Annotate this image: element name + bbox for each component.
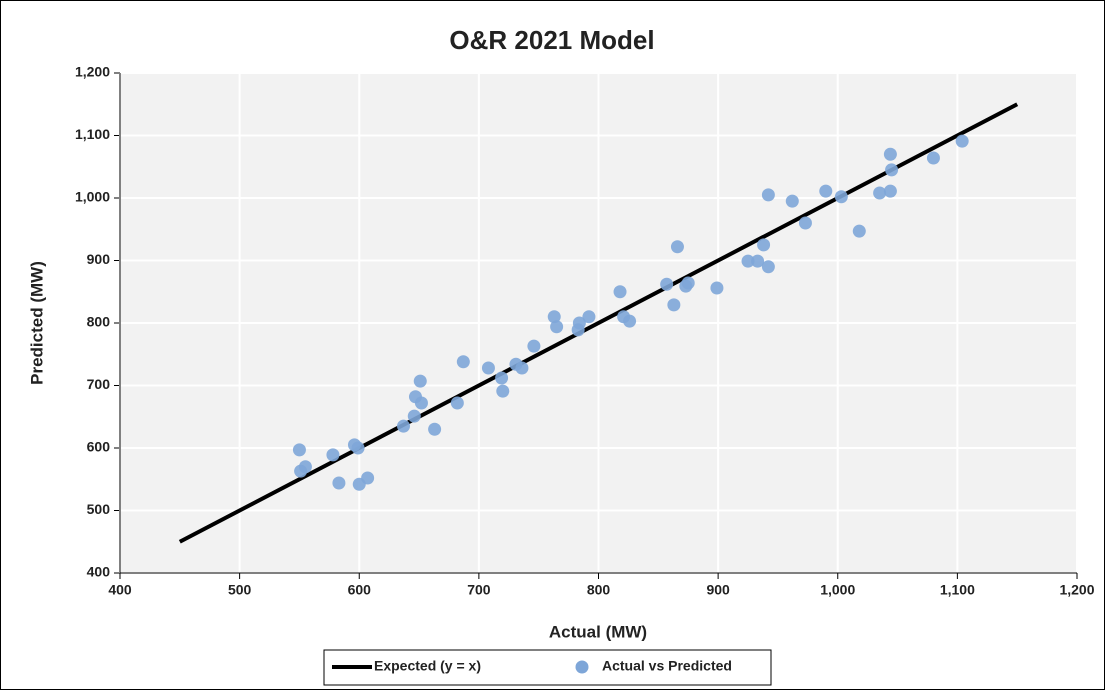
scatter-point [414, 396, 428, 410]
x-tick-label: 500 [228, 582, 252, 598]
scatter-point [496, 384, 510, 398]
y-axis-label: Predicted (MW) [27, 261, 46, 385]
x-tick-label: 1,000 [820, 582, 855, 598]
x-tick-label: 900 [706, 582, 730, 598]
scatter-point [667, 298, 681, 312]
y-tick-label: 600 [87, 439, 111, 455]
scatter-point [481, 361, 495, 375]
x-tick-label: 700 [467, 582, 491, 598]
x-tick-label: 400 [108, 582, 132, 598]
y-tick-label: 900 [87, 251, 111, 267]
scatter-point [527, 339, 541, 353]
y-tick-label: 1,100 [75, 126, 110, 142]
scatter-point [450, 396, 464, 410]
scatter-point [397, 419, 411, 433]
scatter-point [623, 314, 637, 328]
scatter-point [757, 238, 771, 252]
scatter-point [550, 320, 564, 334]
scatter-point [681, 276, 695, 290]
scatter-point [819, 184, 833, 198]
scatter-point [495, 371, 509, 385]
legend-marker [575, 660, 589, 674]
scatter-point [710, 281, 724, 295]
scatter-point [292, 443, 306, 457]
y-tick-label: 700 [87, 376, 111, 392]
scatter-point [456, 355, 470, 369]
x-tick-label: 1,200 [1059, 582, 1094, 598]
scatter-point [852, 224, 866, 238]
x-tick-label: 600 [348, 582, 372, 598]
scatter-point [298, 460, 312, 474]
legend-label: Actual vs Predicted [602, 658, 732, 674]
scatter-point [660, 277, 674, 291]
scatter-point [407, 409, 421, 423]
scatter-point [571, 323, 585, 337]
scatter-point [741, 254, 755, 268]
x-tick-label: 1,100 [940, 582, 975, 598]
scatter-point [926, 151, 940, 165]
scatter-point [798, 216, 812, 230]
scatter-point [582, 310, 596, 324]
scatter-point [834, 190, 848, 204]
scatter-point [751, 254, 765, 268]
expected-line [178, 102, 1019, 544]
y-tick-label: 400 [87, 564, 111, 580]
scatter-point [883, 184, 897, 198]
scatter-point [351, 441, 365, 455]
scatter-point [332, 476, 346, 490]
scatter-point [613, 285, 627, 299]
y-tick-label: 1,200 [75, 64, 110, 80]
scatter-point [670, 240, 684, 254]
scatter-point [785, 194, 799, 208]
scatter-point [761, 188, 775, 202]
scatter-point [547, 310, 561, 324]
scatter-point [361, 471, 375, 485]
scatter-point [428, 422, 442, 436]
scatter-point [413, 374, 427, 388]
scatter-point [885, 163, 899, 177]
scatter-point [761, 260, 775, 274]
scatter-point [326, 448, 340, 462]
x-tick-label: 800 [587, 582, 611, 598]
scatter-point [955, 134, 969, 148]
legend-label: Expected (y = x) [374, 658, 481, 674]
scatter-point [883, 147, 897, 161]
y-tick-label: 800 [87, 314, 111, 330]
x-axis-label: Actual (MW) [549, 622, 647, 641]
chart-title: O&R 2021 Model [449, 25, 654, 55]
y-tick-label: 500 [87, 501, 111, 517]
y-tick-label: 1,000 [75, 189, 110, 205]
legend-box [323, 649, 772, 686]
scatter-point [515, 361, 529, 375]
scatter-point [873, 186, 887, 200]
